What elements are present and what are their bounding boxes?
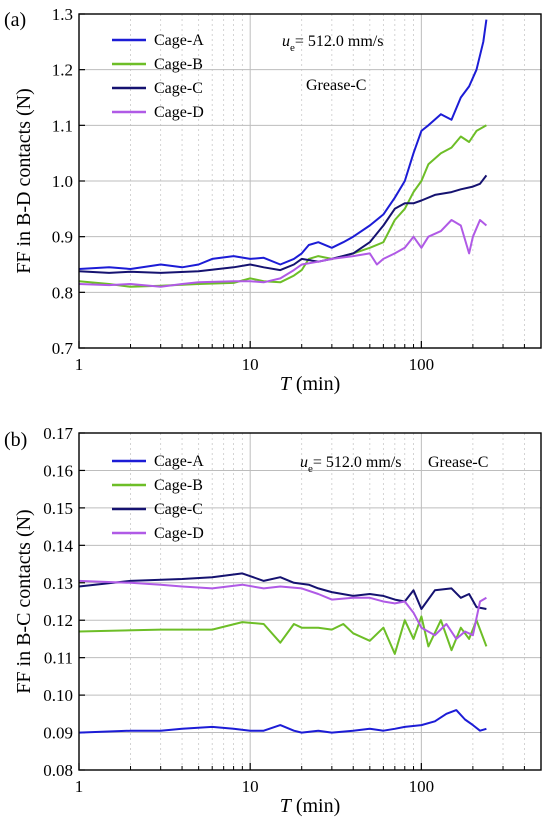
y-tick-label: 1.2 <box>52 61 73 80</box>
x-axis-unit: (min) <box>291 795 340 817</box>
legend-label: Cage-C <box>154 501 203 518</box>
y-tick-label: 1.1 <box>52 116 73 135</box>
grease-annotation: Grease-C <box>306 77 366 94</box>
series-line-cage-d <box>78 219 488 288</box>
y-tick-label: 0.7 <box>52 339 74 358</box>
velocity-symbol: u <box>282 33 290 50</box>
x-axis-unit: (min) <box>291 373 340 395</box>
x-tick-label: 10 <box>242 355 259 374</box>
series-line-cage-d <box>78 579 487 640</box>
y-tick-label: 0.11 <box>44 649 73 668</box>
x-axis-variable: T <box>280 795 293 817</box>
legend-label: Cage-A <box>154 453 204 470</box>
panel-label: (b) <box>4 429 27 451</box>
legend-label: Cage-D <box>154 525 204 542</box>
x-axis-label: T (min) <box>280 373 341 395</box>
grease-annotation: Grease-C <box>428 454 488 471</box>
y-axis-label: FF in B-D contacts (N) <box>13 88 35 274</box>
panel-b: 0.08 0.09 0.10 0.11 0.12 0.13 0.14 0.15 0.16 0.17… <box>4 424 542 817</box>
x-tick-label: 100 <box>409 355 435 374</box>
velocity-subscript: e <box>308 463 313 475</box>
y-tick-label: 0.8 <box>52 283 73 302</box>
y-tick-label: 0.9 <box>52 228 73 247</box>
y-tick-label: 0.13 <box>43 574 73 593</box>
velocity-annotation: ue= 512.0 mm/s <box>282 33 383 54</box>
x-tick-label: 1 <box>75 355 84 374</box>
velocity-annotation: ue= 512.0 mm/s <box>300 454 401 475</box>
y-tick-label: 0.16 <box>43 461 73 480</box>
panel-a: 0.7 0.8 0.9 1.0 1.1 1.2 1.3 1 10 100 Cage-A Cage-B C… <box>4 5 542 395</box>
velocity-value: = 512.0 mm/s <box>295 33 384 50</box>
legend-label: Cage-B <box>154 477 203 494</box>
y-tick-label: 1.3 <box>52 5 73 24</box>
series-line-cage-a <box>78 709 487 734</box>
x-tick-label: 10 <box>242 777 259 796</box>
y-tick-label: 0.14 <box>43 536 73 555</box>
legend-label: Cage-A <box>154 32 204 49</box>
series-line-cage-c <box>78 572 487 610</box>
panel-label: (a) <box>4 9 26 31</box>
series-line-cage-c <box>78 174 488 274</box>
plot-frame <box>78 432 542 771</box>
legend-label: Cage-D <box>154 104 204 121</box>
x-tick-label: 1 <box>75 777 84 796</box>
y-tick-label: 0.10 <box>43 686 73 705</box>
legend-label: Cage-B <box>154 56 203 73</box>
y-tick-label: 0.15 <box>43 499 73 518</box>
y-tick-label: 0.08 <box>43 761 73 780</box>
y-tick-label: 0.09 <box>43 724 73 743</box>
series-line-cage-a <box>78 19 488 270</box>
y-axis-label: FF in B-C contacts (N) <box>13 509 35 693</box>
plot-frame <box>78 13 542 349</box>
x-tick-label: 100 <box>409 777 435 796</box>
velocity-subscript: e <box>290 42 295 54</box>
y-tick-label: 0.12 <box>43 611 73 630</box>
y-tick-label: 1.0 <box>52 172 73 191</box>
x-axis-variable: T <box>280 373 293 395</box>
x-axis-label: T (min) <box>280 795 341 817</box>
velocity-symbol: u <box>300 454 308 471</box>
y-tick-label: 0.17 <box>43 424 73 443</box>
velocity-value: = 512.0 mm/s <box>313 454 402 471</box>
legend-label: Cage-C <box>154 80 203 97</box>
series-line-cage-b <box>78 615 488 655</box>
